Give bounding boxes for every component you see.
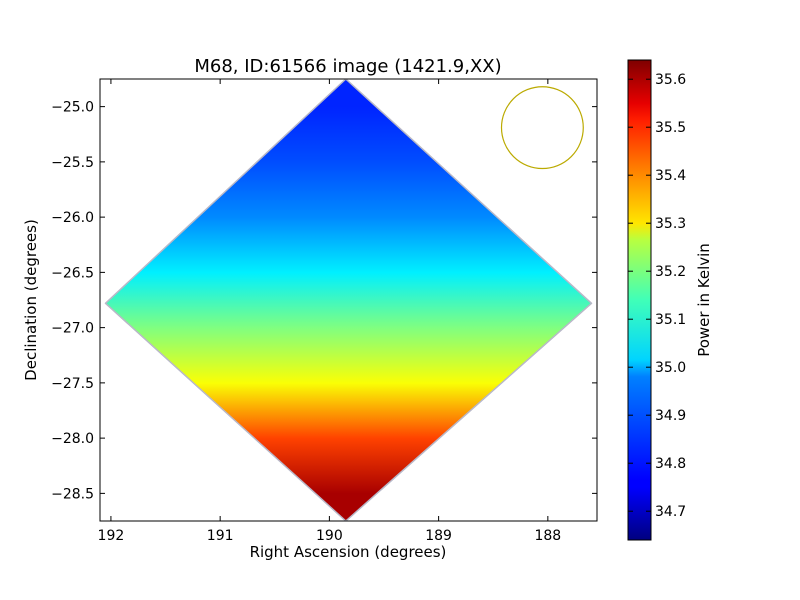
colorbar-tick-label: 35.6 — [655, 72, 686, 88]
colorbar: 34.7 34.8 34.9 35.0 35.1 35.2 35.3 35.4 35.5 35.6… — [627, 59, 713, 541]
colorbar-tick-label: 34.9 — [655, 408, 686, 424]
plot-axes: 192 191 190 189 188 −25.0 −25.5 −26.0 −26.5 −27.… — [22, 56, 598, 561]
colorbar-tick-label: 35.3 — [655, 216, 686, 232]
x-tick-label: 191 — [207, 528, 234, 544]
colorbar-tick-label: 35.5 — [655, 120, 686, 136]
colorbar-label: Power in Kelvin — [695, 243, 713, 357]
colorbar-tick-label: 35.2 — [655, 264, 686, 280]
colorbar-tick-label: 35.0 — [655, 360, 686, 376]
y-axis-label: Declination (degrees) — [22, 219, 40, 381]
colorbar-tick-label: 35.4 — [655, 168, 686, 184]
y-tick-label: −27.5 — [51, 376, 94, 392]
colorbar-ticks: 34.7 34.8 34.9 35.0 35.1 35.2 35.3 35.4 35.5 35.6 — [628, 72, 686, 520]
colorbar-tick-label: 34.7 — [655, 504, 686, 520]
y-tick-label: −28.5 — [51, 486, 94, 502]
y-tick-label: −28.0 — [51, 431, 94, 447]
y-tick-label: −26.5 — [51, 265, 94, 281]
x-axis-ticks: 192 191 190 189 188 — [98, 79, 561, 544]
colorbar-tick-label: 34.8 — [655, 456, 686, 472]
y-tick-label: −26.0 — [51, 210, 94, 226]
x-tick-label: 189 — [425, 528, 452, 544]
axes-frame — [99, 78, 598, 522]
y-axis-ticks: −25.0 −25.5 −26.0 −26.5 −27.0 −27.5 −28.0 −28.5 — [51, 100, 597, 502]
y-tick-label: −27.0 — [51, 321, 94, 337]
colorbar-tick-label: 35.1 — [655, 312, 686, 328]
x-tick-label: 188 — [534, 528, 561, 544]
y-tick-label: −25.5 — [51, 155, 94, 171]
x-axis-label: Right Ascension (degrees) — [250, 543, 447, 561]
colorbar-gradient — [627, 59, 652, 541]
chart-title: M68, ID:61566 image (1421.9,XX) — [194, 56, 501, 77]
x-tick-label: 192 — [98, 528, 125, 544]
x-tick-label: 190 — [316, 528, 343, 544]
beam-circle — [500, 86, 584, 170]
y-tick-label: −25.0 — [51, 100, 94, 116]
heatmap-footprint — [104, 79, 593, 521]
